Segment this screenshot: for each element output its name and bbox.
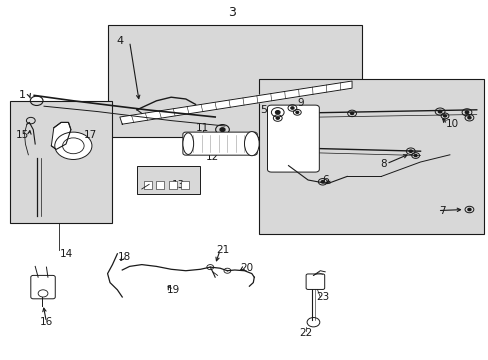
- Circle shape: [350, 112, 353, 114]
- Circle shape: [467, 117, 470, 119]
- Circle shape: [413, 154, 416, 157]
- Text: 20: 20: [240, 263, 253, 273]
- Bar: [137, 166, 200, 194]
- Polygon shape: [120, 81, 351, 124]
- Bar: [181, 181, 188, 189]
- Text: 1: 1: [19, 90, 25, 100]
- Text: 22: 22: [298, 328, 312, 338]
- Text: 11: 11: [196, 123, 209, 133]
- Ellipse shape: [183, 133, 193, 154]
- Text: 4: 4: [116, 36, 123, 46]
- Circle shape: [276, 117, 279, 119]
- Text: 7: 7: [438, 206, 445, 216]
- Circle shape: [321, 181, 324, 183]
- Bar: [144, 181, 152, 189]
- FancyBboxPatch shape: [305, 274, 324, 289]
- Text: 3: 3: [228, 6, 236, 19]
- Bar: [107, 25, 361, 137]
- Text: 18: 18: [118, 252, 131, 262]
- FancyBboxPatch shape: [183, 132, 257, 155]
- Circle shape: [295, 111, 298, 113]
- Text: 16: 16: [40, 317, 53, 327]
- Text: 19: 19: [166, 285, 180, 295]
- Text: 12: 12: [205, 152, 219, 162]
- Text: 6: 6: [321, 175, 328, 185]
- FancyBboxPatch shape: [31, 275, 55, 299]
- Ellipse shape: [244, 132, 259, 156]
- Circle shape: [467, 208, 470, 211]
- Text: 23: 23: [315, 292, 329, 302]
- Text: 21: 21: [215, 245, 229, 255]
- Text: 15: 15: [15, 130, 29, 140]
- Circle shape: [275, 111, 280, 114]
- Polygon shape: [51, 122, 71, 149]
- Text: 13: 13: [171, 180, 185, 190]
- Circle shape: [437, 111, 441, 113]
- FancyBboxPatch shape: [267, 105, 319, 172]
- Circle shape: [55, 132, 91, 159]
- Bar: [10, 101, 112, 223]
- Text: 2: 2: [199, 141, 206, 151]
- Circle shape: [465, 111, 468, 114]
- Text: 9: 9: [297, 98, 304, 108]
- Text: 10: 10: [445, 119, 458, 129]
- Bar: [259, 79, 483, 234]
- Text: 17: 17: [83, 130, 97, 140]
- Bar: [156, 181, 164, 189]
- Circle shape: [290, 107, 293, 109]
- Text: 14: 14: [59, 249, 73, 259]
- Circle shape: [408, 150, 411, 152]
- Bar: [168, 181, 176, 189]
- Text: 5: 5: [260, 105, 267, 115]
- Text: 8: 8: [380, 159, 386, 169]
- Circle shape: [443, 115, 446, 117]
- Circle shape: [220, 128, 224, 131]
